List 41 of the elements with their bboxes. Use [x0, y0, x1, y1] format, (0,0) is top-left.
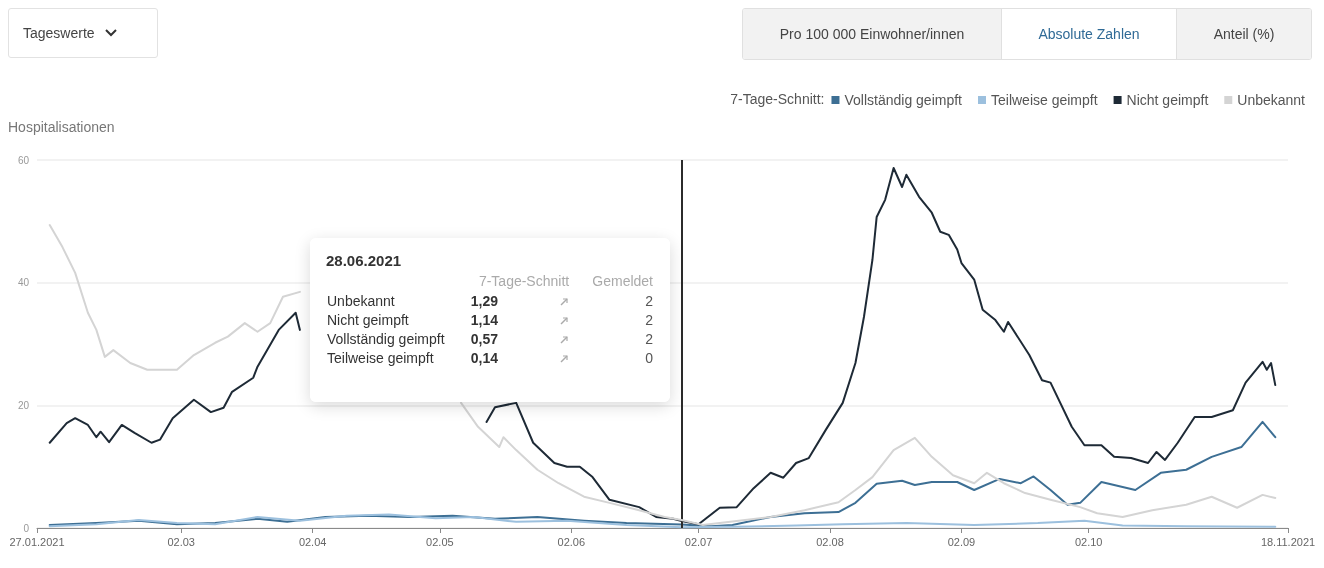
annotation: 0,57 — [469, 329, 500, 348]
annotation: 0 — [644, 348, 654, 367]
annotation: Unbekannt — [326, 291, 396, 310]
legend-label: Unbekannt — [1237, 92, 1306, 108]
x-tick-label: 27.01.2021 — [9, 535, 65, 548]
y-tick-label: 40 — [17, 277, 30, 289]
annotation: Vollständig geimpft — [326, 329, 446, 348]
y-tick-label: 20 — [17, 399, 30, 411]
annotation: 1,29 — [469, 291, 500, 310]
annotation: 0,14 — [469, 348, 500, 367]
text: Absolute Zahlen — [1001, 9, 1176, 59]
annotation: 28.06.2021 — [326, 252, 403, 269]
legend-label: Nicht geimpft — [1126, 92, 1209, 108]
x-tick-label: 02.09 — [947, 535, 976, 548]
x-tick-label: 02.05 — [426, 535, 454, 548]
legend-title: 7-Tage-Schnitt: — [730, 91, 825, 107]
line-series — [48, 513, 1277, 529]
x-tick-label: 18.11.2021 — [1260, 535, 1316, 548]
text: Pro 100 000 Einwohner/innen — [743, 9, 1001, 59]
line-series — [48, 420, 1277, 528]
y-tick-label: 0 — [23, 522, 30, 534]
y-axis-title: Hospitalisationen — [8, 119, 115, 135]
text: Tageswerte — [23, 25, 95, 41]
legend-label: Vollständig geimpft — [844, 92, 963, 108]
annotation: Nicht geimpft — [326, 310, 410, 329]
annotation: 7-Tage-Schnitt — [477, 272, 571, 291]
annotation: 2 — [644, 291, 654, 310]
x-tick-label: 02.10 — [1074, 535, 1103, 548]
x-tick-label: 02.08 — [816, 535, 844, 548]
annotation: Teilweise geimpft — [326, 348, 435, 367]
x-tick-label: 02.04 — [298, 535, 327, 548]
legend-label: Teilweise geimpft — [990, 92, 1098, 108]
text: Anteil (%) — [1176, 9, 1311, 59]
annotation: 2 — [644, 329, 654, 348]
annotation: 1,14 — [469, 310, 500, 329]
annotation: Gemeldet — [591, 272, 654, 291]
annotation: 2 — [644, 310, 654, 329]
x-tick-label: 02.06 — [557, 535, 586, 548]
x-tick-label: 02.03 — [167, 535, 195, 548]
x-tick-label: 02.07 — [684, 535, 713, 548]
y-tick-label: 60 — [17, 154, 30, 166]
